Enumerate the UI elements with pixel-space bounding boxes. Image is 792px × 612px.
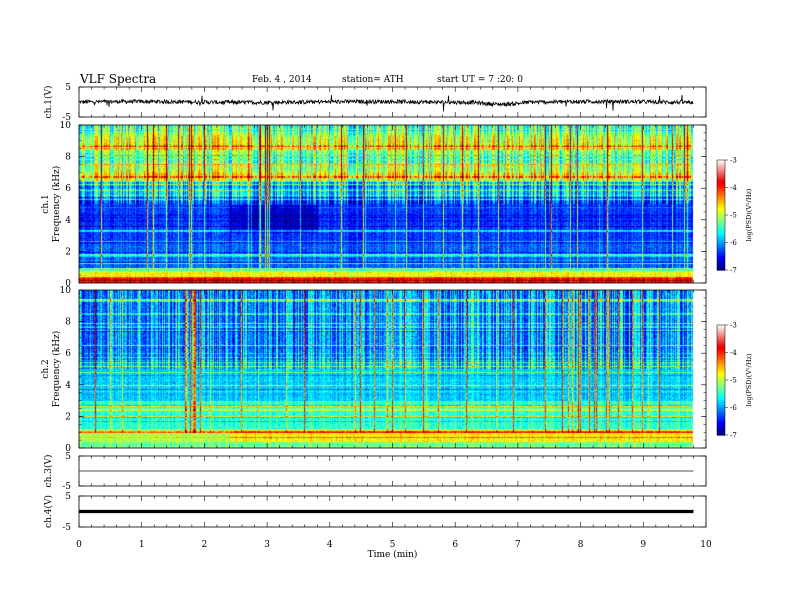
start-time-label: start UT = 7 :20: 0 — [437, 75, 523, 85]
spectrogram-ch2 — [79, 290, 706, 448]
colorbars: -3 -4 -5 -6 -7 log(PSD)(V²/Hz) -3 -4 -5 -6 -7 log(P… — [716, 157, 753, 440]
colorbar-tick-label: -4 — [730, 349, 737, 357]
ytick-label: -5 — [62, 482, 71, 492]
xtick-label: 10 — [700, 540, 712, 550]
xtick-label: 1 — [139, 540, 145, 550]
xtick-label: 4 — [327, 540, 333, 550]
ylabel-ch1: ch.1(V) — [43, 86, 54, 119]
colorbar-tick-label: -6 — [730, 239, 737, 247]
ytick-label: 5 — [65, 83, 71, 93]
ylabel-channel: ch.1 — [41, 194, 51, 213]
colorbar-tick-label: -3 — [730, 157, 737, 165]
colorbar-tick-label: -5 — [730, 212, 737, 220]
ytick-label: 5 — [65, 492, 71, 502]
xtick-label: 3 — [264, 540, 270, 550]
date-label: Feb. 4 , 2014 — [252, 75, 312, 85]
axis-ticks — [78, 86, 707, 528]
figure-title: VLF Spectra — [80, 72, 157, 86]
ytick-label: 6 — [65, 184, 71, 194]
ylabel-ch4: ch.4(V) — [43, 495, 54, 528]
colorbar-label: log(PSD)(V²/Hz) — [745, 353, 753, 406]
ytick-label: 8 — [65, 318, 71, 328]
spectrogram-ch1 — [79, 125, 706, 283]
ytick-label: 2 — [65, 412, 71, 422]
xaxis-label: Time (min) — [368, 549, 418, 560]
waveform-lines — [78, 94, 694, 514]
ytick-label: 10 — [60, 121, 72, 131]
xtick-label: 8 — [578, 540, 584, 550]
ytick-label: 8 — [65, 153, 71, 163]
xtick-label: 0 — [76, 540, 82, 550]
station-label: station= ATH — [342, 75, 404, 85]
colorbar-tick-label: -5 — [730, 377, 737, 385]
xtick-label: 9 — [640, 540, 646, 550]
ytick-label: 0 — [65, 444, 71, 454]
xtick-label: 5 — [390, 540, 396, 550]
colorbar-tick-label: -7 — [730, 432, 737, 440]
spectrogram-images — [79, 125, 706, 448]
ylabel-frequency: Frequency (kHz) — [51, 331, 62, 408]
xtick-label: 6 — [452, 540, 458, 550]
ytick-label: -5 — [62, 523, 71, 533]
colorbar-tick-label: -7 — [730, 267, 737, 275]
ch1-waveform — [78, 94, 694, 112]
ytick-label: 0 — [65, 279, 71, 289]
colorbar-label: log(PSD)(V²/Hz) — [745, 188, 753, 241]
ytick-label: 10 — [60, 286, 72, 296]
ylabel-frequency: Frequency (kHz) — [51, 166, 62, 243]
ylabel-channel: ch.2 — [41, 359, 51, 378]
xtick-label: 7 — [515, 540, 521, 550]
ytick-label: 2 — [65, 247, 71, 257]
xtick-label: 2 — [202, 540, 208, 550]
colorbar-tick-label: -4 — [730, 184, 737, 192]
ytick-label: 6 — [65, 349, 71, 359]
ytick-label: -5 — [62, 113, 71, 123]
ylabel-ch3: ch.3(V) — [43, 455, 54, 488]
ytick-label: 4 — [65, 381, 71, 391]
colorbar-tick-label: -6 — [730, 404, 737, 412]
ytick-label: 4 — [65, 216, 71, 226]
colorbar-tick-label: -3 — [730, 322, 737, 330]
ytick-label: 5 — [65, 452, 71, 462]
